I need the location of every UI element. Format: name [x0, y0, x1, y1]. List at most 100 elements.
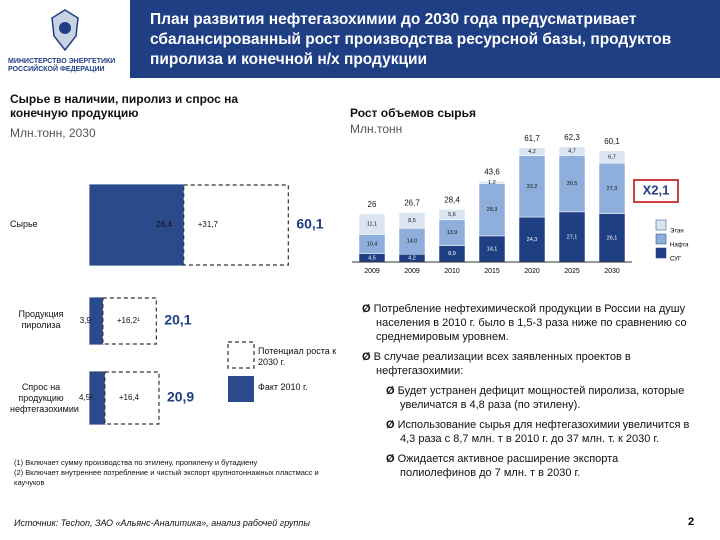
bar-segment	[438, 209, 466, 221]
bar-segment	[518, 147, 546, 156]
legend-label: Факт 2010 г.	[258, 382, 308, 392]
legend-swatch	[228, 376, 254, 402]
bar-segment	[358, 234, 386, 254]
bar-segment	[518, 155, 546, 218]
x-tick-label: 2015	[484, 268, 500, 275]
value-label: 33,2	[527, 184, 538, 190]
logo-text: МИНИСТЕРСТВО ЭНЕРГЕТИКИ РОССИЙСКОЙ ФЕДЕР…	[8, 58, 116, 73]
legend-swatch	[655, 233, 667, 245]
header-bar	[130, 0, 720, 78]
source: Источник: Techon, ЗАО «Альянс-Аналитика»…	[14, 518, 310, 528]
callout-label: X2,1	[643, 182, 670, 197]
legend-label: СУГ	[670, 257, 682, 263]
value-label: 8,9	[448, 251, 456, 257]
category-label: Сырье	[10, 219, 38, 229]
legend-swatch	[227, 341, 255, 369]
value-label: 27,1	[567, 234, 578, 240]
bar-segment	[89, 297, 104, 345]
legend-label: Потенциал роста к 2030 г.	[258, 346, 337, 367]
bar-segment	[598, 162, 626, 214]
value-label: 3,9	[80, 316, 92, 325]
bar-segment	[398, 212, 426, 229]
slide-title: План развития нефтегазохимии до 2030 год…	[150, 11, 672, 68]
category-label: Продукция пиролиза	[18, 309, 64, 330]
bar-segment	[478, 183, 506, 237]
value-label: 27,3	[607, 186, 618, 192]
callout-box	[633, 179, 679, 203]
bar-segment	[104, 371, 160, 425]
sub-bullet: Будет устранен дефицит мощностей пиролиз…	[386, 384, 692, 412]
bar-segment	[89, 184, 185, 266]
bullet: В случае реализации всех заявленных прое…	[362, 350, 692, 378]
bar-segment	[438, 219, 466, 246]
bullet-list: Потребление нефтехимической продукции в …	[362, 302, 692, 486]
bar-segment	[558, 155, 586, 213]
value-label: 24,3	[527, 237, 538, 243]
logo-emblem	[51, 9, 79, 52]
value-label: 4,5	[368, 255, 376, 261]
left-chart-subtitle: Млн.тонн, 2030	[10, 126, 96, 140]
bar-segment	[102, 297, 157, 345]
value-label: 13,9	[447, 230, 458, 236]
page-number: 2	[688, 516, 695, 528]
value-label: 1,2	[488, 180, 496, 186]
bar-segment	[398, 253, 426, 263]
value-label: 28,3	[487, 207, 498, 213]
bar-segment	[358, 213, 386, 235]
x-tick-label: 2025	[564, 268, 580, 275]
bar-segment	[398, 228, 426, 255]
bar-segment	[358, 253, 386, 263]
total-label: 26,7	[404, 199, 420, 208]
value-label: 28,4	[156, 220, 172, 229]
value-label: 8,5	[408, 218, 416, 224]
sub-bullet: Использование сырья для нефтегазохимии у…	[386, 418, 692, 446]
sub-bullet: Ожидается активное расширение экспорта п…	[386, 452, 692, 480]
value-label: +16,4	[119, 393, 140, 402]
value-label: +31,7	[198, 220, 219, 229]
value-label: 26,1	[607, 235, 618, 241]
total-label: 60,1	[604, 137, 620, 146]
bar-segment	[89, 371, 106, 425]
value-label: 5,6	[448, 212, 456, 218]
total-label: 62,3	[564, 133, 580, 142]
right-chart-subtitle: Млн.тонн	[350, 122, 403, 136]
value-label: 30,5	[567, 181, 578, 187]
value-label: 4,5²	[79, 393, 93, 402]
bar-segment	[558, 211, 586, 263]
x-tick-label: 2009	[364, 268, 380, 275]
category-label: Спрос на продукцию нефтегазохимии	[10, 382, 79, 414]
bar-segment	[598, 213, 626, 263]
legend-label: Нафта	[670, 243, 689, 249]
total-label: 28,4	[444, 196, 460, 205]
bullet: Потребление нефтехимической продукции в …	[362, 302, 692, 344]
left-chart-title: Сырье в наличии, пиролиз и спрос на коне…	[10, 92, 238, 120]
bar-segment	[183, 184, 289, 266]
right-chart-title: Рост объемов сырья	[350, 106, 476, 120]
bar-segment	[558, 146, 586, 156]
value-label: 11,1	[367, 222, 377, 228]
value-label: 4,7	[568, 149, 576, 155]
total-label: 60,1	[296, 216, 323, 232]
x-tick-label: 2030	[604, 268, 620, 275]
value-label: 14,1	[487, 246, 498, 252]
bar-segment	[598, 150, 626, 164]
x-tick-label: 2010	[444, 268, 460, 275]
x-tick-label: 2009	[404, 268, 420, 275]
total-label: 20,1	[164, 312, 191, 328]
bar-segment	[478, 235, 506, 263]
value-label: 10,4	[367, 242, 378, 248]
total-label: 61,7	[524, 134, 540, 143]
value-label: 4,2	[528, 149, 536, 155]
legend-swatch	[655, 219, 667, 231]
x-tick-label: 2020	[524, 268, 540, 275]
value-label: +16,2¹	[117, 316, 140, 325]
footnote: (2) Включает внутреннее потребление и чи…	[14, 468, 319, 487]
total-label: 26	[368, 200, 377, 209]
legend-label: Этан	[670, 229, 684, 235]
value-label: 4,2	[408, 256, 416, 262]
legend-swatch	[655, 247, 667, 259]
footnote: (1) Включает сумму производства по этиле…	[14, 458, 258, 467]
bar-segment	[518, 216, 546, 263]
value-label: 14,0	[407, 239, 418, 245]
